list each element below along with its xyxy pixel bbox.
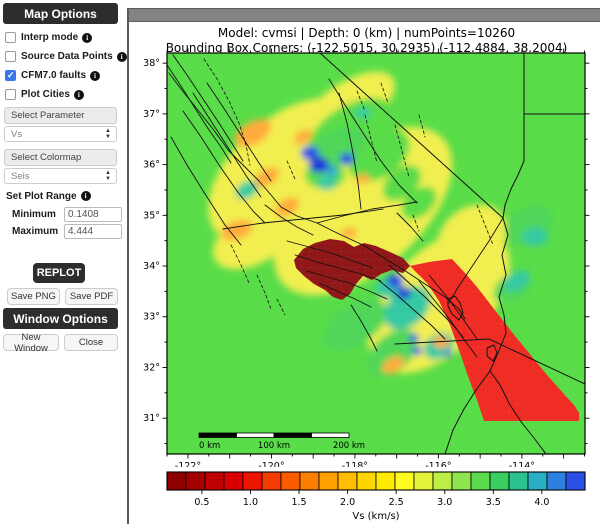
cfm-faults-checkbox[interactable] xyxy=(5,70,16,81)
map-title-line2: Bounding Box Corners: (-122.5015, 30.293… xyxy=(165,41,568,55)
info-icon[interactable] xyxy=(90,70,101,81)
svg-text:1.5: 1.5 xyxy=(291,497,306,508)
svg-text:3.0: 3.0 xyxy=(437,497,452,508)
svg-text:37°: 37° xyxy=(143,109,160,120)
colormap-select[interactable]: Seis ▲ ▼ xyxy=(4,168,117,184)
svg-text:-122°: -122° xyxy=(175,461,201,467)
parameter-value: Vs xyxy=(11,128,23,140)
info-icon[interactable] xyxy=(82,32,93,43)
info-icon[interactable] xyxy=(116,51,127,62)
select-parameter-label: Select Parameter xyxy=(4,107,117,124)
colorbar: 0.5 1.0 1.5 2.0 2.5 3.0 3.5 4.0 Vs (km/s) xyxy=(166,471,586,522)
set-plot-range-label: Set Plot Range xyxy=(6,190,91,202)
cfm-faults-label: CFM7.0 faults xyxy=(21,70,87,81)
map-options-title: Map Options xyxy=(24,6,97,21)
interp-mode-label: Interp mode xyxy=(21,32,79,43)
minimum-row: Minimum xyxy=(12,207,122,222)
svg-text:-114°: -114° xyxy=(509,461,535,467)
info-icon[interactable] xyxy=(73,89,84,100)
source-data-points-checkbox[interactable] xyxy=(5,51,16,62)
maximum-input[interactable] xyxy=(64,224,122,239)
info-icon[interactable] xyxy=(80,191,91,201)
save-png-button[interactable]: Save PNG xyxy=(7,288,60,305)
up-down-arrows-icon: ▲ ▼ xyxy=(105,128,111,140)
save-pdf-button[interactable]: Save PDF xyxy=(65,288,118,305)
window-options-header: Window Options xyxy=(3,308,118,329)
velocity-map[interactable]: 0 km 100 km 200 km -122° -120° -118° -116° -114… xyxy=(141,43,593,467)
map-window: Model: cvmsi | Depth: 0 (km) | numPoints… xyxy=(127,8,600,524)
close-button[interactable]: Close xyxy=(64,334,118,351)
maximum-row: Maximum xyxy=(12,224,122,239)
sidebar: Map Options Interp mode Source Data Poin… xyxy=(0,0,127,524)
svg-text:31°: 31° xyxy=(143,413,160,424)
svg-text:1.0: 1.0 xyxy=(243,497,258,508)
svg-text:-116°: -116° xyxy=(425,461,451,467)
colormap-value: Seis xyxy=(11,170,30,182)
svg-text:-118°: -118° xyxy=(342,461,368,467)
svg-text:2.5: 2.5 xyxy=(389,497,404,508)
up-down-arrows-icon: ▲ ▼ xyxy=(105,170,111,182)
checkbox-row-plot-cities: Plot Cities xyxy=(5,88,84,101)
minimum-label: Minimum xyxy=(12,209,56,220)
svg-text:100 km: 100 km xyxy=(258,441,290,451)
svg-text:38°: 38° xyxy=(143,58,160,69)
svg-text:200 km: 200 km xyxy=(333,441,365,451)
maximum-label: Maximum xyxy=(12,226,59,237)
svg-text:33°: 33° xyxy=(143,312,160,323)
checkbox-row-source-data-points: Source Data Points xyxy=(5,50,127,63)
checkbox-row-cfm-faults: CFM7.0 faults xyxy=(5,69,101,82)
parameter-select[interactable]: Vs ▲ ▼ xyxy=(4,126,117,142)
svg-text:2.0: 2.0 xyxy=(340,497,355,508)
svg-text:4.0: 4.0 xyxy=(534,497,549,508)
window-titlebar[interactable] xyxy=(129,9,600,22)
map-title-line1: Model: cvmsi | Depth: 0 (km) | numPoints… xyxy=(217,26,516,40)
svg-text:0.5: 0.5 xyxy=(194,497,209,508)
svg-text:35°: 35° xyxy=(143,210,160,221)
minimum-input[interactable] xyxy=(64,207,122,222)
select-colormap-label: Select Colormap xyxy=(4,149,117,166)
new-window-button[interactable]: New Window xyxy=(3,332,59,354)
window-options-title: Window Options xyxy=(13,311,108,326)
svg-text:3.5: 3.5 xyxy=(486,497,501,508)
colorbar-label: Vs (km/s) xyxy=(352,511,399,522)
map-options-header: Map Options xyxy=(3,3,118,24)
replot-button[interactable]: REPLOT xyxy=(33,263,85,283)
svg-text:34°: 34° xyxy=(143,261,160,272)
interp-mode-checkbox[interactable] xyxy=(5,32,16,43)
source-data-points-label: Source Data Points xyxy=(21,51,113,62)
svg-text:36°: 36° xyxy=(143,160,160,171)
svg-text:0 km: 0 km xyxy=(199,441,220,451)
plot-cities-checkbox[interactable] xyxy=(5,89,16,100)
plot-cities-label: Plot Cities xyxy=(21,89,70,100)
svg-text:-120°: -120° xyxy=(258,461,284,467)
svg-text:32°: 32° xyxy=(143,362,160,373)
checkbox-row-interp-mode: Interp mode xyxy=(5,31,93,44)
